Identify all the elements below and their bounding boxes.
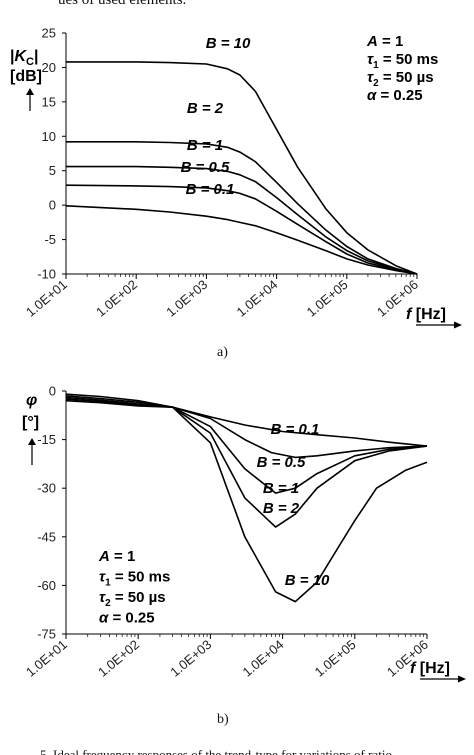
- x-axis-arrowhead: [458, 675, 466, 683]
- series-label: B = 2: [187, 100, 224, 117]
- y-tick-label: 20: [42, 60, 56, 75]
- y-axis-arrowhead: [26, 88, 34, 95]
- series-label: B = 10: [285, 572, 330, 589]
- series-line: [65, 395, 428, 459]
- y-tick-label: -10: [37, 267, 56, 282]
- parameter-label: τ2 = 50 µs: [99, 589, 166, 609]
- x-tick-label: 1.0E+05: [312, 637, 359, 680]
- series-label: B = 1: [187, 137, 223, 154]
- y-tick-label: 5: [49, 163, 56, 178]
- series-line: [66, 141, 418, 275]
- series-label: B = 2: [263, 500, 300, 517]
- parameter-label: α = 0.25: [367, 87, 423, 104]
- chart-b-caption: b): [217, 712, 229, 727]
- parameter-label: A = 1: [366, 33, 403, 50]
- x-tick-label: 1.0E+01: [23, 277, 70, 320]
- phase-chart: 0 -15 -30 -45 -60 -751.0E+01 1.0E+02 1.0E+03 1.0…: [22, 384, 466, 683]
- y-axis-label: |KC|: [10, 48, 38, 68]
- chart-a-caption: a): [217, 345, 228, 360]
- series-label: B = 0.1: [271, 421, 320, 438]
- y-tick-label: 0: [49, 198, 56, 213]
- x-tick-label: 1.0E+04: [240, 637, 287, 680]
- y-tick-label: -5: [44, 232, 56, 247]
- x-axis-arrowhead: [454, 321, 462, 329]
- series-label: B = 0.1: [186, 181, 235, 198]
- series-line: [65, 399, 428, 603]
- y-axis-arrowhead: [28, 438, 36, 445]
- header-fragment: ues of used elements.: [58, 0, 187, 8]
- y-tick-label: 15: [42, 94, 56, 109]
- y-tick-label: 10: [42, 129, 56, 144]
- x-tick-label: 1.0E+03: [167, 637, 214, 680]
- parameter-label: τ1 = 50 ms: [99, 569, 170, 589]
- y-axis-label: φ: [26, 392, 37, 409]
- series-line: [65, 205, 418, 275]
- parameter-label: τ2 = 50 µs: [367, 69, 434, 89]
- x-tick-label: 1.0E+03: [163, 277, 210, 320]
- parameter-label: τ1 = 50 ms: [367, 51, 438, 71]
- series-line: [66, 61, 418, 275]
- x-tick-label: 1.0E+01: [23, 637, 70, 680]
- x-tick-label: 1.0E+05: [304, 277, 351, 320]
- x-tick-label: 1.0E+02: [95, 637, 142, 680]
- series-label: B = 0.5: [257, 454, 306, 471]
- y-tick-label: -75: [37, 627, 56, 642]
- series-line: [66, 165, 418, 275]
- x-tick-label: 1.0E+02: [93, 277, 140, 320]
- y-axis-unit: [°]: [22, 414, 39, 431]
- series-line: [65, 393, 428, 447]
- x-axis-label: f [Hz]: [410, 660, 450, 677]
- parameter-label: A = 1: [98, 548, 135, 565]
- footer-fragment: 5. Ideal frequency responses of the tren…: [40, 747, 392, 755]
- y-tick-label: 0: [49, 384, 56, 399]
- y-tick-label: -45: [37, 529, 56, 544]
- series-label: B = 1: [263, 480, 299, 497]
- y-tick-label: 25: [42, 26, 56, 41]
- y-tick-label: -60: [37, 578, 56, 593]
- series-label: B = 10: [206, 35, 251, 52]
- y-tick-label: -15: [37, 432, 56, 447]
- series-line: [65, 184, 418, 275]
- parameter-label: α = 0.25: [99, 610, 155, 627]
- magnitude-chart: 25 20 15 10 5 0 -5 -101.0E+01 1.0E+02 1.0E+03 1.0E…: [10, 26, 462, 329]
- series-line: [65, 396, 428, 494]
- y-tick-label: -30: [37, 481, 56, 496]
- x-tick-label: 1.0E+04: [234, 277, 281, 320]
- y-axis-unit: [dB]: [10, 68, 42, 85]
- series-label: B = 0.5: [181, 159, 230, 176]
- x-axis-label: f [Hz]: [406, 306, 446, 323]
- series-line: [65, 398, 428, 528]
